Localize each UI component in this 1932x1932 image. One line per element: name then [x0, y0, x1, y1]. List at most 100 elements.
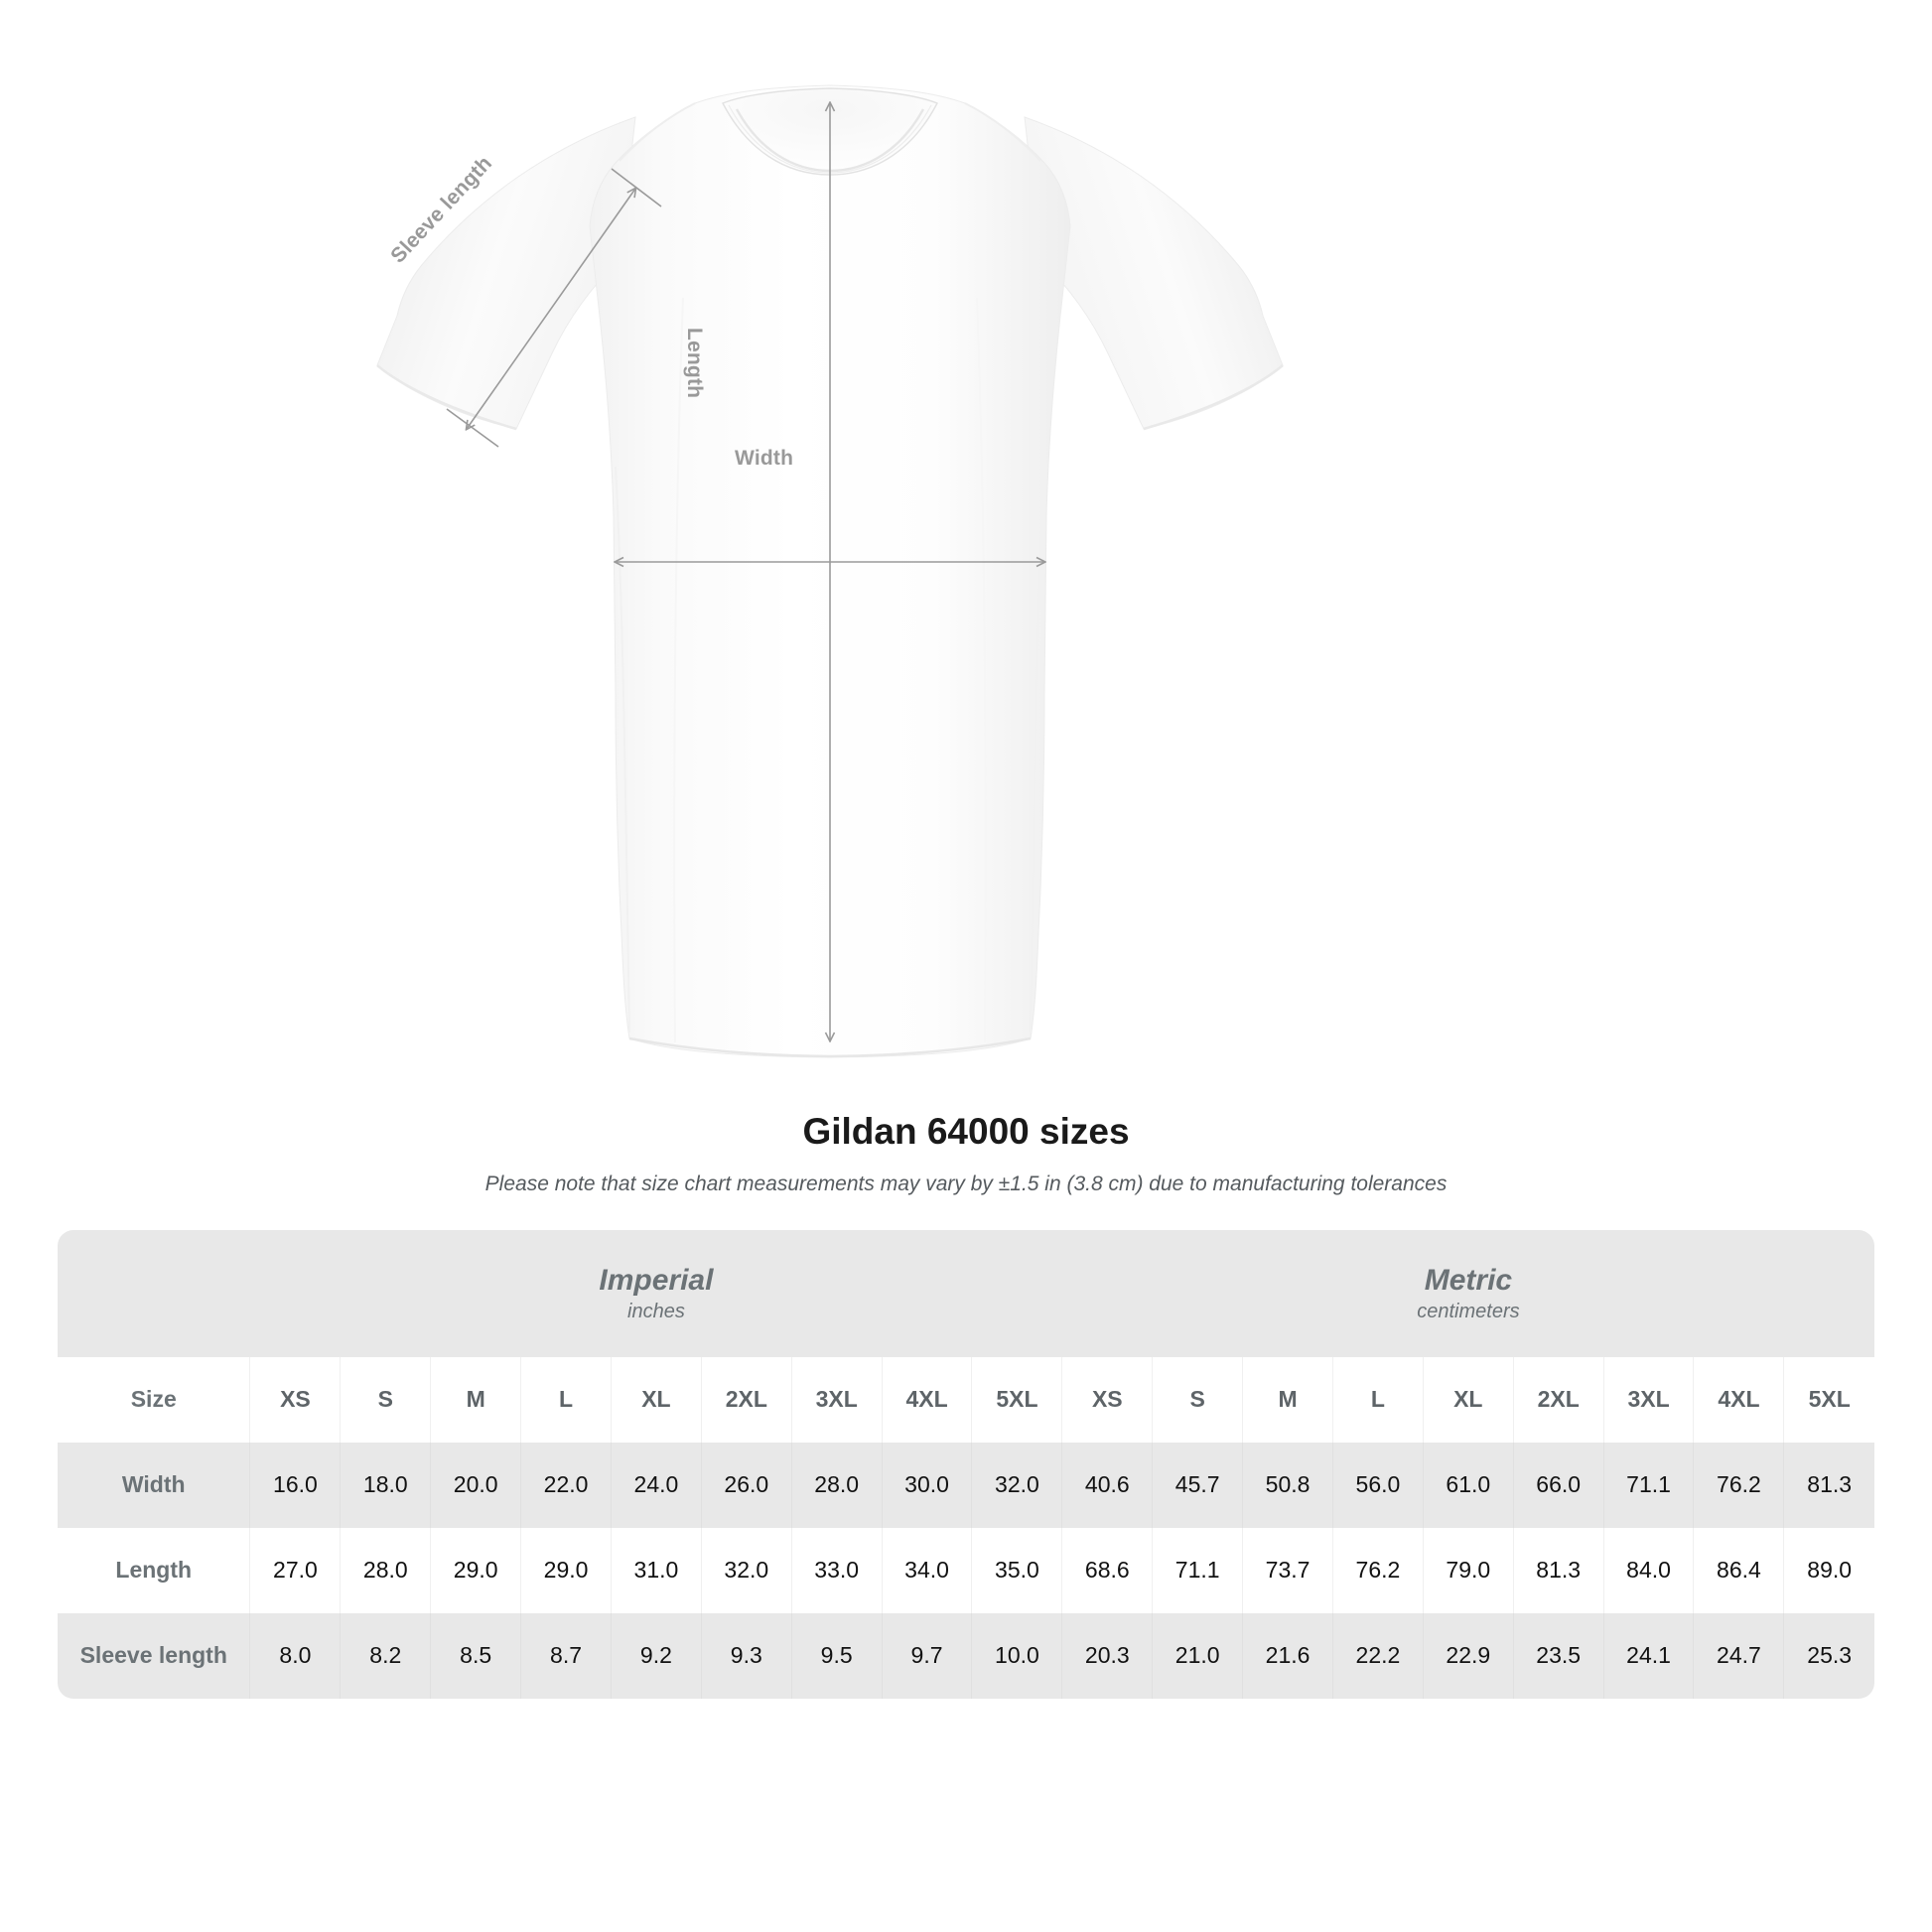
tolerance-note: Please note that size chart measurements… — [484, 1172, 1448, 1195]
unit-spacer-cell — [58, 1229, 250, 1357]
size-col-header: XS — [249, 1356, 341, 1443]
size-col-header: 2XL — [700, 1356, 792, 1443]
imperial-unit-name: Imperial — [599, 1263, 714, 1297]
cell-value: 45.7 — [1152, 1442, 1243, 1528]
cell-value: 16.0 — [249, 1442, 341, 1528]
cell-value: 66.0 — [1512, 1442, 1604, 1528]
table-row: Sleeve length 8.0 8.2 8.5 8.7 9.2 9.3 9.… — [58, 1612, 1874, 1699]
size-col-header: 4XL — [881, 1356, 972, 1443]
imperial-unit-cell: Imperial inches — [249, 1229, 1062, 1357]
size-col-header: L — [520, 1356, 612, 1443]
cell-value: 89.0 — [1783, 1527, 1874, 1613]
dimension-lines — [446, 103, 1044, 1040]
cell-value: 27.0 — [249, 1527, 341, 1613]
cell-value: 20.0 — [430, 1442, 521, 1528]
cell-value: 84.0 — [1602, 1527, 1694, 1613]
cell-value: 22.9 — [1422, 1612, 1514, 1699]
cell-value: 76.2 — [1693, 1442, 1784, 1528]
cell-value: 31.0 — [610, 1527, 702, 1613]
cell-value: 32.0 — [971, 1442, 1062, 1528]
cell-value: 79.0 — [1422, 1527, 1514, 1613]
metric-unit-sub: centimeters — [1417, 1301, 1520, 1323]
size-col-header: S — [1152, 1356, 1243, 1443]
cell-value: 81.3 — [1783, 1442, 1874, 1528]
size-row-label: Size — [58, 1356, 250, 1443]
size-col-header: 5XL — [1783, 1356, 1874, 1443]
size-chart-table: Imperial inches Metric centimeters Size … — [58, 1229, 1874, 1699]
cell-value: 9.7 — [881, 1612, 972, 1699]
imperial-unit-sub: inches — [627, 1301, 685, 1323]
cell-value: 9.5 — [790, 1612, 883, 1699]
size-col-header: 4XL — [1693, 1356, 1784, 1443]
unit-header-row: Imperial inches Metric centimeters — [58, 1229, 1874, 1357]
cell-value: 22.2 — [1331, 1612, 1424, 1699]
size-col-header: 2XL — [1512, 1356, 1604, 1443]
cell-value: 9.3 — [700, 1612, 792, 1699]
cell-value: 68.6 — [1061, 1527, 1153, 1613]
width-label: Width — [735, 447, 794, 470]
row-label-length: Length — [58, 1527, 250, 1613]
cell-value: 73.7 — [1242, 1527, 1333, 1613]
cell-value: 23.5 — [1512, 1612, 1604, 1699]
cell-value: 71.1 — [1152, 1527, 1243, 1613]
size-col-header: M — [1242, 1356, 1333, 1443]
cell-value: 22.0 — [520, 1442, 612, 1528]
cell-value: 29.0 — [430, 1527, 521, 1613]
cell-value: 34.0 — [881, 1527, 972, 1613]
cell-value: 9.2 — [610, 1612, 702, 1699]
size-col-header: M — [430, 1356, 521, 1443]
cell-value: 81.3 — [1512, 1527, 1604, 1613]
cell-value: 8.5 — [430, 1612, 521, 1699]
cell-value: 28.0 — [340, 1527, 431, 1613]
cell-value: 35.0 — [971, 1527, 1062, 1613]
cell-value: 25.3 — [1783, 1612, 1874, 1699]
tshirt-illustration — [376, 84, 1284, 1058]
cell-value: 26.0 — [700, 1442, 792, 1528]
cell-value: 40.6 — [1061, 1442, 1153, 1528]
sleeve-tick-top — [611, 168, 662, 207]
cell-value: 8.2 — [340, 1612, 431, 1699]
size-col-header: 5XL — [971, 1356, 1062, 1443]
size-col-header: XS — [1061, 1356, 1153, 1443]
cell-value: 33.0 — [790, 1527, 883, 1613]
size-col-header: L — [1331, 1356, 1424, 1443]
size-col-header: S — [340, 1356, 431, 1443]
cell-value: 29.0 — [520, 1527, 612, 1613]
cell-value: 10.0 — [971, 1612, 1062, 1699]
size-header-row: Size XS S M L XL 2XL 3XL 4XL 5XL XS S M … — [58, 1356, 1874, 1443]
size-chart-table-wrapper: Imperial inches Metric centimeters Size … — [58, 1229, 1874, 1699]
cell-value: 21.0 — [1152, 1612, 1243, 1699]
page-title: Gildan 64000 sizes — [802, 1111, 1130, 1152]
cell-value: 8.7 — [520, 1612, 612, 1699]
cell-value: 24.0 — [610, 1442, 702, 1528]
cell-value: 50.8 — [1242, 1442, 1333, 1528]
metric-unit-cell: Metric centimeters — [1061, 1229, 1874, 1357]
sleeve-tick-bottom — [446, 408, 499, 448]
size-col-header: 3XL — [1602, 1356, 1694, 1443]
table-row: Length 27.0 28.0 29.0 29.0 31.0 32.0 33.… — [58, 1527, 1874, 1613]
size-col-header: XL — [610, 1356, 702, 1443]
length-label: Length — [683, 328, 706, 399]
cell-value: 8.0 — [249, 1612, 341, 1699]
metric-unit-name: Metric — [1424, 1263, 1513, 1297]
tshirt-diagram: Sleeve length Length Width — [376, 84, 1284, 1058]
table-row: Width 16.0 18.0 20.0 22.0 24.0 26.0 28.0… — [58, 1442, 1874, 1528]
cell-value: 24.1 — [1602, 1612, 1694, 1699]
cell-value: 20.3 — [1061, 1612, 1153, 1699]
sleeve-dimension-line — [467, 189, 635, 429]
cell-value: 28.0 — [790, 1442, 883, 1528]
row-label-sleeve-length: Sleeve length — [58, 1612, 250, 1699]
cell-value: 24.7 — [1693, 1612, 1784, 1699]
cell-value: 76.2 — [1331, 1527, 1424, 1613]
cell-value: 18.0 — [340, 1442, 431, 1528]
size-col-header: 3XL — [790, 1356, 883, 1443]
cell-value: 56.0 — [1331, 1442, 1424, 1528]
cell-value: 32.0 — [700, 1527, 792, 1613]
cell-value: 71.1 — [1602, 1442, 1694, 1528]
cell-value: 61.0 — [1422, 1442, 1514, 1528]
chart-title-block: Gildan 64000 sizes Please note that size… — [0, 1111, 1932, 1230]
size-col-header: XL — [1422, 1356, 1514, 1443]
cell-value: 86.4 — [1693, 1527, 1784, 1613]
row-label-width: Width — [58, 1442, 250, 1528]
cell-value: 21.6 — [1242, 1612, 1333, 1699]
